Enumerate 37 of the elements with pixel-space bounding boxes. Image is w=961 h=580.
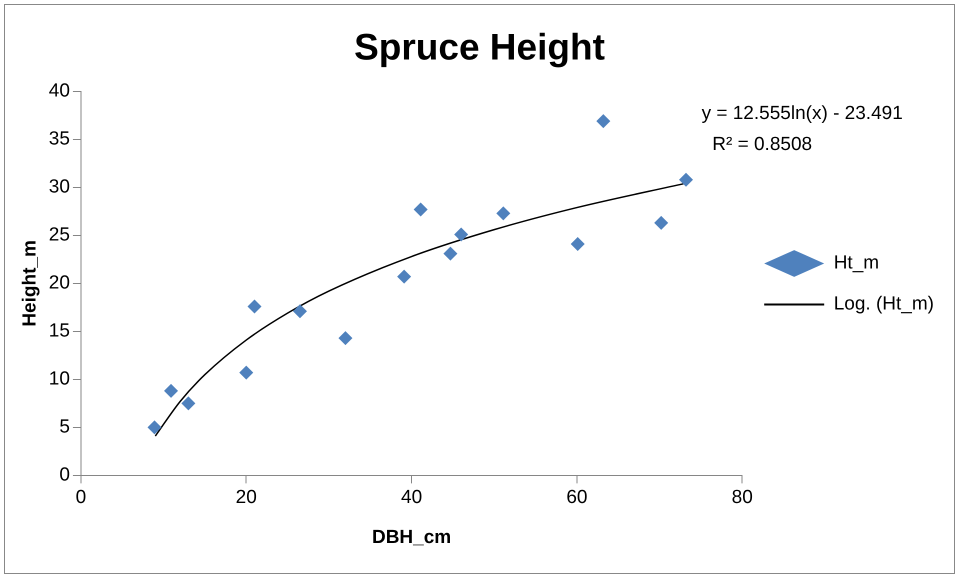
annotation: y = 12.555ln(x) - 23.491	[702, 103, 903, 124]
point	[248, 299, 262, 314]
legend-label: Log. (Ht_m)	[834, 294, 934, 315]
legend-label: Ht_m	[834, 252, 880, 274]
y-tick-label: 15	[48, 320, 70, 342]
y-axis-title: Height_m	[20, 240, 41, 327]
x-tick-label: 20	[236, 487, 257, 508]
point	[454, 227, 468, 242]
point	[414, 202, 428, 216]
y-tick-label: 20	[48, 272, 70, 294]
y-tick-label: 40	[48, 80, 70, 102]
y-tick-label: 35	[48, 128, 70, 150]
x-tick-label: 80	[732, 487, 753, 508]
y-tick-label: 25	[48, 224, 70, 246]
point	[654, 216, 668, 230]
y-tick-label: 0	[59, 464, 70, 486]
point	[292, 304, 307, 318]
point	[181, 396, 196, 410]
point	[443, 246, 458, 261]
point	[239, 366, 254, 380]
x-tick-label: 60	[566, 487, 588, 508]
point	[570, 237, 585, 252]
y-tick-label: 10	[48, 368, 70, 390]
point	[164, 384, 178, 398]
point	[678, 172, 693, 187]
point	[496, 206, 510, 220]
annotation: R² = 0.8508	[712, 134, 812, 156]
x-tick-label: 0	[76, 487, 86, 508]
point	[148, 420, 162, 434]
x-tick-label: 40	[400, 487, 422, 508]
y-tick-label: 5	[59, 416, 70, 438]
point	[338, 331, 352, 346]
point	[397, 270, 412, 284]
chart-title: Spruce Height	[354, 26, 605, 68]
y-tick-label: 30	[48, 176, 70, 198]
x-axis-title: DBH_cm	[372, 526, 452, 548]
point	[596, 114, 610, 128]
